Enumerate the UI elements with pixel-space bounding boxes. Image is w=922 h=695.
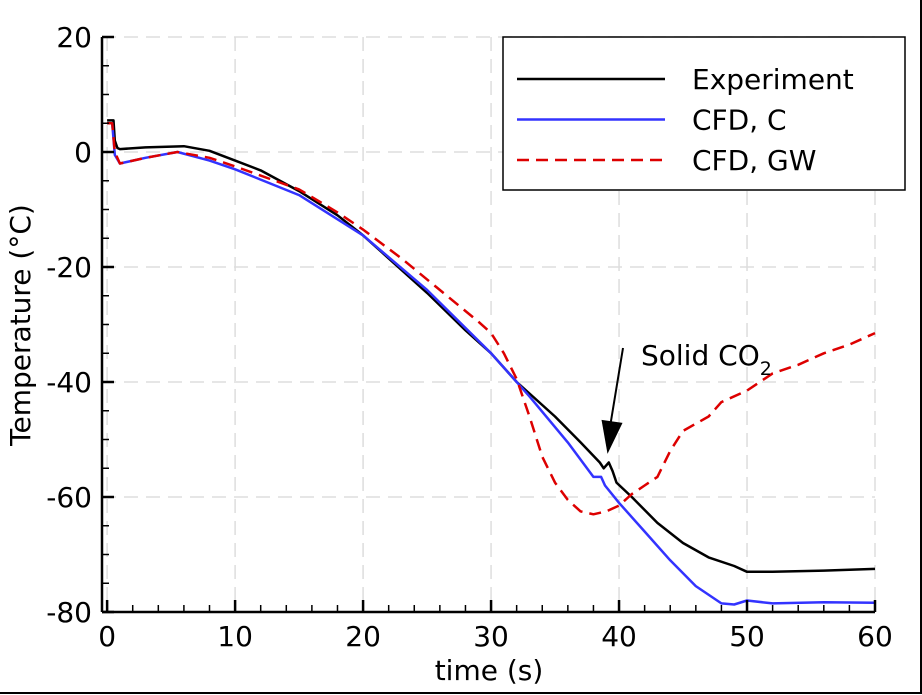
annotation-text: Solid CO2	[641, 339, 772, 380]
y-tick-label: 20	[56, 21, 92, 54]
annotation-arrow-head	[601, 419, 623, 454]
y-tick-label: -60	[46, 481, 92, 514]
x-tick-label: 60	[857, 620, 893, 653]
y-tick-label: 0	[74, 136, 92, 169]
annotation-arrow-shaft	[609, 347, 624, 425]
x-tick-label: 40	[601, 620, 637, 653]
legend: Experiment CFD, C CFD, GW	[502, 36, 906, 191]
y-axis-label: Temperature (°C)	[4, 204, 37, 447]
annotation: Solid CO2	[601, 339, 772, 454]
x-tick-label: 0	[98, 620, 116, 653]
y-tick-label: -40	[46, 366, 92, 399]
legend-box	[502, 36, 906, 191]
legend-label: CFD, C	[692, 104, 787, 137]
x-tick-label: 10	[217, 620, 253, 653]
x-tick-label: 30	[473, 620, 509, 653]
x-tick-label: 50	[729, 620, 765, 653]
y-tick-label: -80	[46, 596, 92, 629]
legend-label: CFD, GW	[692, 144, 816, 177]
series-line-cfd-gw	[107, 122, 876, 516]
x-axis-label: time (s)	[435, 654, 544, 687]
y-tick-label: -20	[46, 251, 92, 284]
series-group	[107, 119, 876, 606]
legend-label: Experiment	[692, 63, 854, 96]
tick-group: 0 10 20 30 40 50 60 20 0 -20 -40 -60 -80	[46, 21, 893, 653]
x-tick-label: 20	[345, 620, 381, 653]
